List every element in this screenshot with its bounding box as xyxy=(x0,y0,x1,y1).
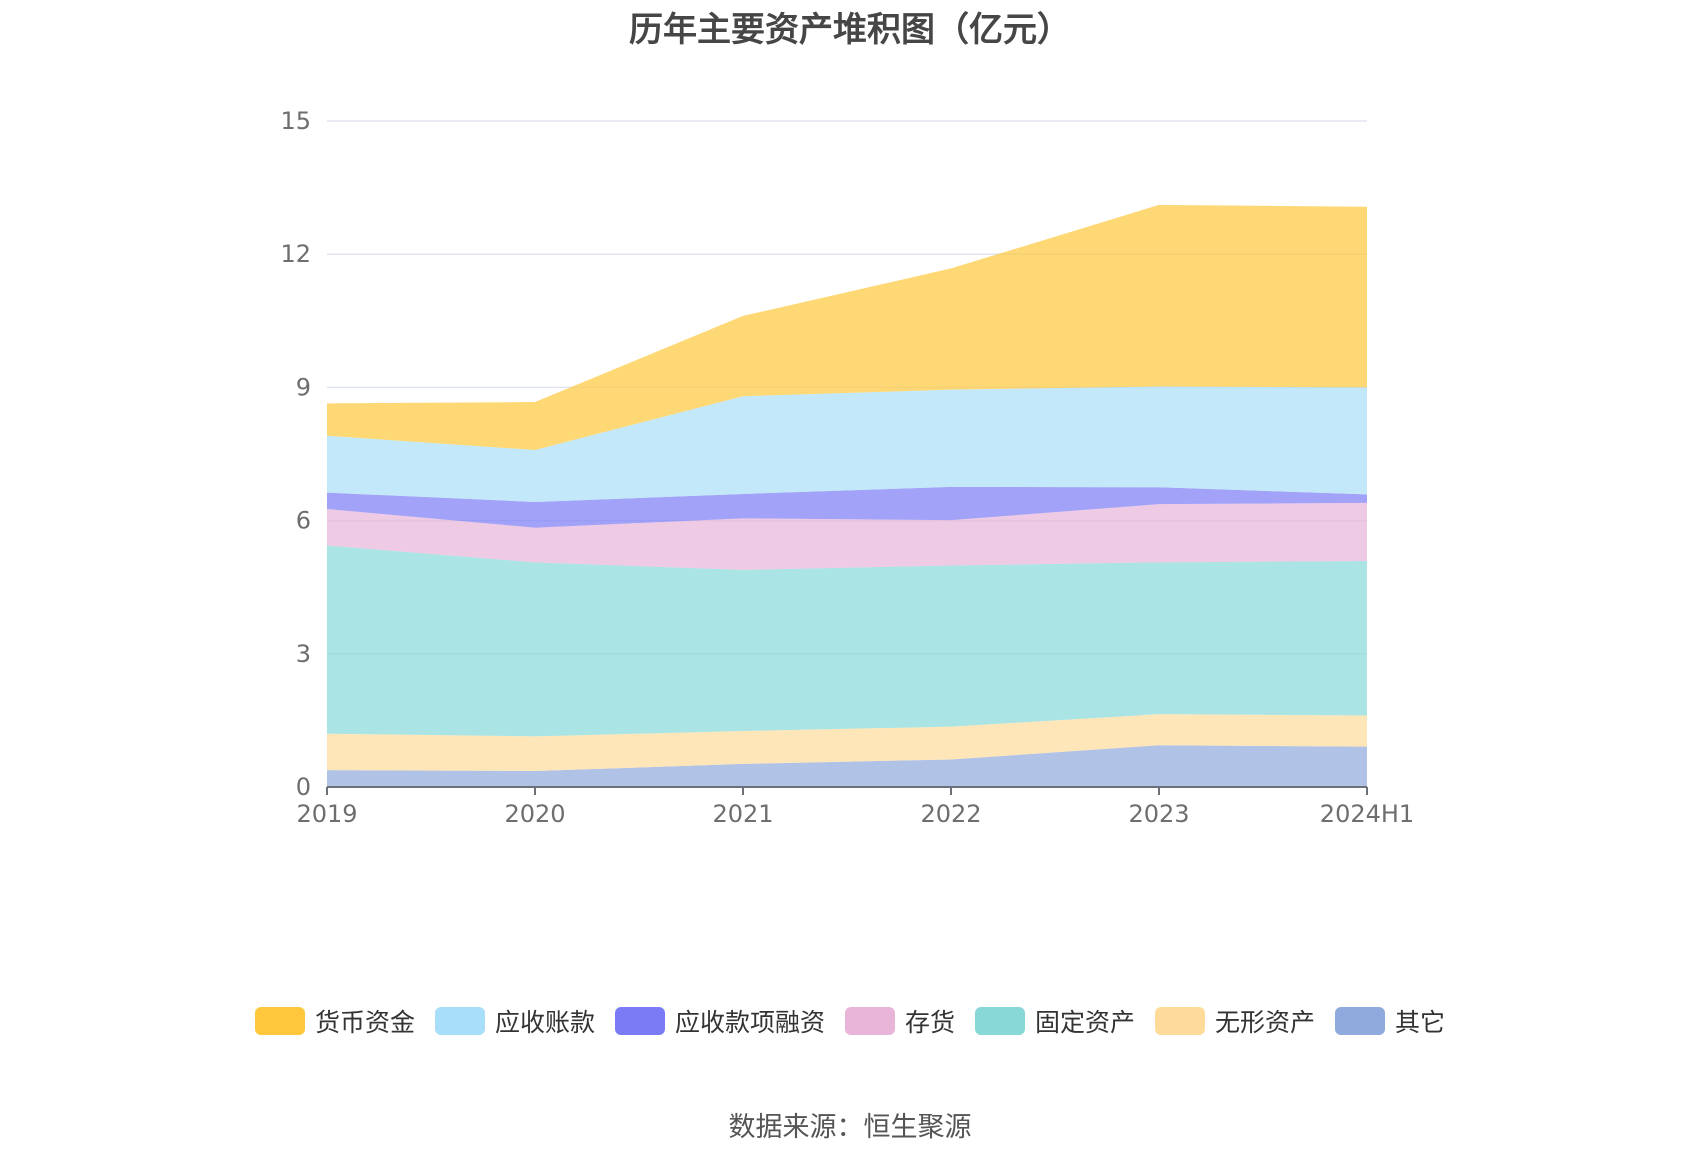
y-tick-label: 9 xyxy=(296,373,311,401)
area-series-6 xyxy=(327,204,1367,451)
legend-item[interactable]: 其它 xyxy=(1335,1003,1445,1039)
legend-label: 其它 xyxy=(1395,1008,1446,1037)
legend-item[interactable]: 应收账款 xyxy=(434,1003,595,1039)
legend-swatch xyxy=(254,1007,305,1035)
legend-item[interactable]: 固定资产 xyxy=(975,1003,1135,1039)
x-tick-label: 2022 xyxy=(920,800,981,828)
x-tick-label: 2023 xyxy=(1128,800,1189,828)
legend-label: 存货 xyxy=(904,1008,955,1037)
legend-swatch xyxy=(434,1007,485,1035)
area-series-0 xyxy=(327,745,1367,787)
legend-label: 货币资金 xyxy=(314,1008,415,1037)
y-tick-label: 15 xyxy=(280,107,311,135)
area-series-5 xyxy=(327,386,1367,502)
x-tick-label: 2024H1 xyxy=(1320,800,1414,828)
area-series-1 xyxy=(327,714,1367,772)
y-axis-ticks: 0 3 6 9 12 15 xyxy=(280,107,311,801)
legend-swatch xyxy=(1155,1007,1206,1035)
legend-item[interactable]: 存货 xyxy=(844,1003,955,1039)
chart-title: 历年主要资产堆积图（亿元） xyxy=(629,10,1071,50)
legend-swatch xyxy=(975,1007,1025,1035)
legend-label: 应收账款 xyxy=(494,1008,595,1037)
x-axis xyxy=(326,786,1368,795)
area-series-2 xyxy=(327,545,1367,737)
x-axis-ticks: 2019 2020 2021 2022 2023 2024H1 xyxy=(296,800,1414,828)
legend-swatch xyxy=(1335,1007,1386,1035)
y-tick-label: 12 xyxy=(280,240,311,268)
y-tick-label: 6 xyxy=(296,507,311,535)
legend-item[interactable]: 应收款项融资 xyxy=(614,1003,825,1039)
legend-swatch xyxy=(844,1007,895,1035)
x-tick-label: 2020 xyxy=(504,800,565,828)
legend-item[interactable]: 货币资金 xyxy=(254,1003,415,1039)
data-source: 数据来源：恒生聚源 xyxy=(728,1112,972,1143)
area-series xyxy=(327,204,1367,787)
area-series-3 xyxy=(327,502,1367,570)
legend-swatch xyxy=(614,1007,665,1035)
y-tick-label: 0 xyxy=(296,773,311,801)
legend-label: 固定资产 xyxy=(1035,1008,1136,1037)
area-series-4 xyxy=(327,486,1367,528)
x-tick-label: 2021 xyxy=(712,800,773,828)
legend: 货币资金 应收账款 应收款项融资 存货 固定资产 无形资产 其它 xyxy=(0,1003,1700,1039)
y-tick-label: 3 xyxy=(296,640,311,668)
legend-label: 无形资产 xyxy=(1215,1008,1316,1037)
x-tick-label: 2019 xyxy=(296,800,357,828)
legend-label: 应收款项融资 xyxy=(674,1008,825,1037)
legend-item[interactable]: 无形资产 xyxy=(1155,1003,1315,1039)
